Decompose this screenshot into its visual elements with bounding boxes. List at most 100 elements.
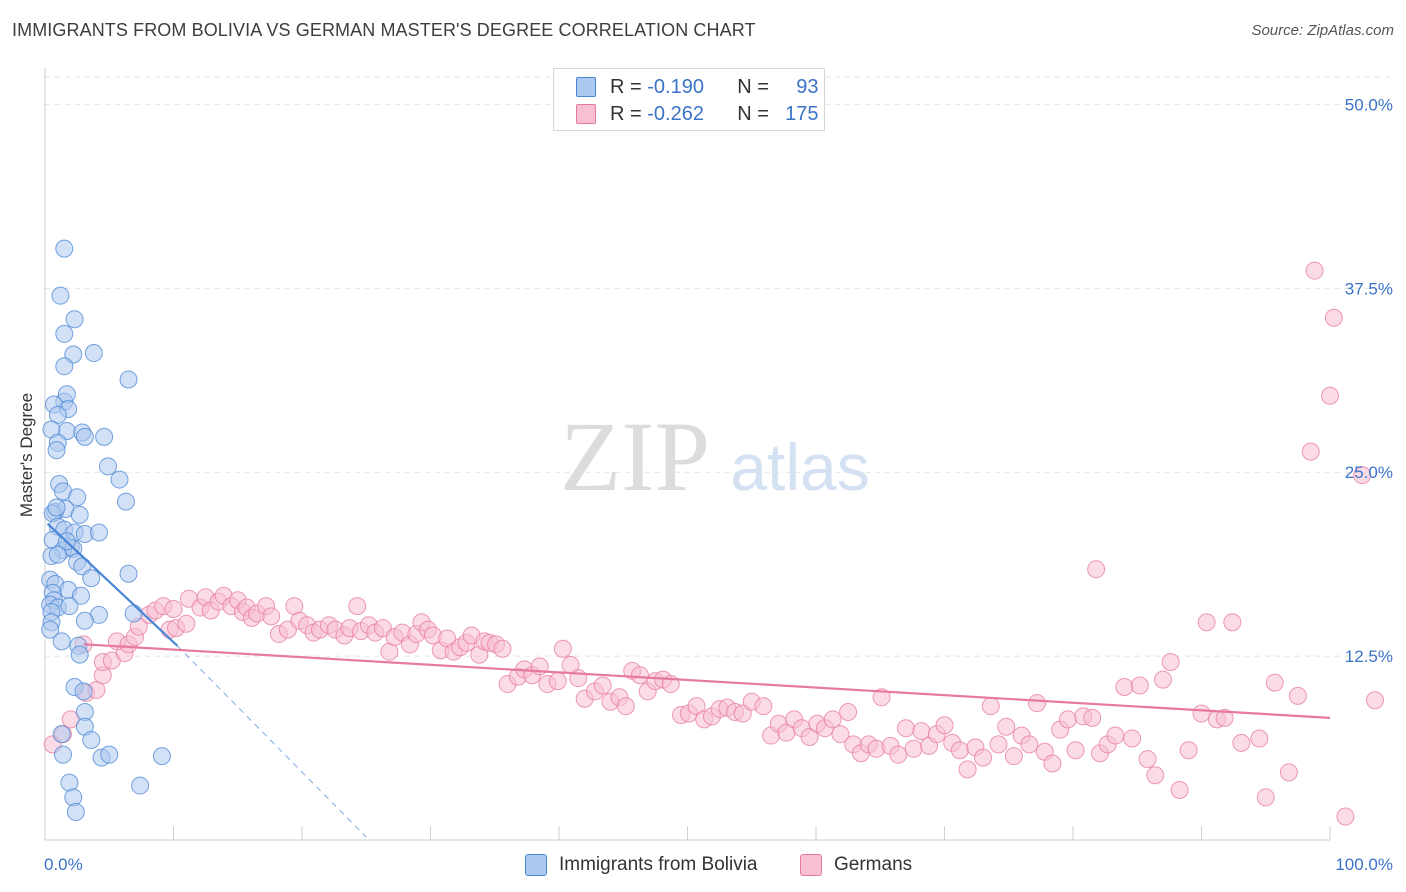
data-point	[896, 719, 915, 738]
data-point	[60, 773, 79, 792]
data-point	[82, 730, 101, 749]
y-tick-label: 37.5%	[1345, 279, 1393, 298]
data-point	[1223, 613, 1242, 632]
data-point	[553, 639, 572, 658]
data-point	[1324, 308, 1343, 327]
legend-swatch-bolivia	[576, 77, 596, 97]
legend-n-value: 93	[796, 75, 819, 98]
data-point	[348, 597, 367, 616]
data-point	[95, 427, 114, 446]
legend-r-label: R =	[610, 75, 648, 98]
data-point	[119, 564, 138, 583]
data-point	[48, 545, 67, 564]
data-point	[65, 310, 84, 329]
data-point	[872, 688, 891, 707]
legend-r-value: -0.262	[647, 102, 704, 125]
data-point	[262, 607, 281, 626]
data-point	[47, 498, 66, 517]
data-point	[1028, 694, 1047, 713]
data-point	[1123, 729, 1142, 748]
data-point	[1066, 741, 1085, 760]
legend-r-label: R =	[610, 102, 648, 125]
data-point	[997, 717, 1016, 736]
data-point	[493, 639, 512, 658]
data-point	[1288, 686, 1307, 705]
y-tick-label: 12.5%	[1345, 647, 1393, 666]
data-point	[1192, 704, 1211, 723]
data-point	[164, 600, 183, 619]
data-point	[70, 505, 89, 524]
trend-lines	[46, 522, 1331, 838]
data-point	[1336, 807, 1355, 826]
source-credit: Source: ZipAtlas.com	[1251, 22, 1394, 39]
data-point	[55, 324, 74, 343]
data-point	[593, 676, 612, 695]
data-point	[66, 803, 85, 822]
data-point	[55, 357, 74, 376]
legend-n-label: N =	[737, 75, 775, 98]
data-point	[71, 586, 90, 605]
data-point	[74, 682, 93, 701]
data-point	[1365, 691, 1384, 710]
correlation-legend: R = -0.190 N = 93 R = -0.262 N = 175	[553, 68, 825, 131]
data-point	[1279, 763, 1298, 782]
data-point	[950, 741, 969, 760]
data-point	[1179, 741, 1198, 760]
data-point	[800, 728, 819, 747]
data-point	[52, 725, 71, 744]
watermark-zip: ZIP	[560, 401, 710, 512]
trend-line	[46, 522, 179, 647]
data-point	[1170, 780, 1189, 799]
data-point	[1321, 386, 1339, 405]
data-point	[1087, 560, 1106, 579]
data-point	[1130, 676, 1149, 695]
y-tick-label: 25.0%	[1345, 463, 1393, 482]
data-point	[1197, 613, 1216, 632]
data-point	[177, 614, 196, 633]
chart-title: IMMIGRANTS FROM BOLIVIA VS GERMAN MASTER…	[12, 20, 756, 40]
bottom-legend-swatch-bolivia	[525, 854, 547, 876]
data-point	[119, 370, 138, 389]
data-point	[75, 611, 94, 630]
data-point	[548, 672, 567, 691]
legend-row-germans: R = -0.262 N = 175	[576, 102, 819, 126]
watermark-atlas: atlas	[730, 430, 869, 504]
data-point	[60, 597, 79, 616]
y-tick-label: 50.0%	[1345, 95, 1393, 114]
data-point	[110, 470, 129, 489]
data-point	[51, 286, 70, 305]
data-point	[1146, 766, 1165, 785]
data-point	[41, 620, 60, 639]
watermark: ZIP atlas	[560, 401, 870, 512]
x-tick-label-max: 100.0%	[1335, 855, 1393, 874]
data-point	[1115, 678, 1134, 696]
data-point	[116, 492, 135, 511]
data-point	[823, 710, 842, 729]
x-tick-label-min: 0.0%	[44, 855, 83, 874]
bottom-legend-germans: Germans	[800, 852, 912, 878]
data-point	[1106, 726, 1125, 745]
data-point	[52, 632, 71, 651]
data-point	[616, 697, 635, 716]
data-point	[64, 788, 83, 807]
data-point	[89, 523, 108, 542]
data-point	[131, 776, 150, 795]
data-point	[1083, 708, 1102, 727]
data-point	[55, 239, 74, 258]
bottom-legend-label: Germans	[834, 854, 913, 875]
data-point	[75, 427, 94, 446]
data-point	[935, 716, 954, 735]
data-point	[687, 697, 706, 716]
series-germans	[43, 261, 1384, 826]
series-bolivia	[41, 239, 171, 822]
data-point	[82, 569, 101, 588]
data-point	[958, 760, 977, 779]
data-point	[754, 697, 773, 716]
data-point	[981, 697, 1000, 716]
data-point	[1305, 261, 1324, 280]
trend-line-extension	[176, 645, 367, 838]
data-point	[124, 604, 143, 623]
legend-n-value: 175	[785, 102, 819, 125]
data-point	[47, 441, 66, 460]
data-point	[152, 747, 171, 766]
